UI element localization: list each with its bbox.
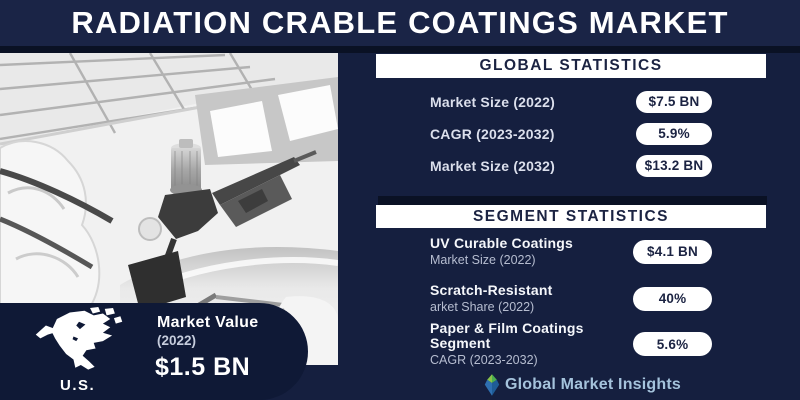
segment-statistics-header: SEGMENT STATISTICS — [376, 205, 766, 228]
segment-stat-row: Scratch-Resistant arket Share (2022) 40% — [376, 283, 766, 314]
stat-label: Market Size (2022) — [430, 93, 555, 110]
segment-title: Scratch-Resistant — [430, 282, 553, 298]
market-value-year: (2022) — [157, 333, 197, 348]
stat-label: CAGR (2023-2032) — [430, 125, 555, 142]
us-market-value-card: U.S. Market Value (2022) $1.5 BN — [0, 303, 308, 400]
market-value-amount: $1.5 BN — [155, 353, 251, 381]
segment-subtitle: arket Share (2022) — [430, 300, 535, 314]
page-title: RADIATION CRABLE COATINGS MARKET — [71, 5, 729, 40]
segment-title: Paper & Film Coatings Segment — [430, 320, 584, 351]
global-statistics-title: GLOBAL STATISTICS — [479, 57, 663, 74]
stat-value-pill: 40% — [633, 286, 712, 311]
segment-text: Scratch-Resistant arket Share (2022) — [430, 282, 615, 315]
market-value-label: Market Value — [157, 314, 259, 331]
global-stat-row: Market Size (2032) $13.2 BN — [376, 154, 766, 177]
stat-value-pill: $4.1 BN — [633, 239, 712, 264]
segment-stat-row: Paper & Film Coatings Segment CAGR (2023… — [376, 320, 766, 368]
segment-text: UV Curable Coatings Market Size (2022) — [430, 235, 615, 268]
title-band: RADIATION CRABLE COATINGS MARKET — [0, 0, 800, 46]
segment-subtitle: Market Size (2022) — [430, 253, 536, 267]
segment-text: Paper & Film Coatings Segment CAGR (2023… — [430, 320, 615, 368]
global-statistics-header: GLOBAL STATISTICS — [376, 54, 766, 78]
segment-statistics-title: SEGMENT STATISTICS — [472, 208, 670, 225]
gmi-diamond-icon — [484, 374, 500, 396]
brand-logo: Global Market Insights — [484, 373, 681, 397]
stat-value-pill: 5.6% — [633, 332, 712, 356]
stat-value-pill: 5.9% — [636, 122, 712, 145]
stat-label: Market Size (2032) — [430, 157, 555, 174]
brand-wordmark: Global Market Insights — [505, 376, 681, 393]
stat-value-pill: $7.5 BN — [636, 90, 712, 113]
global-stat-row: Market Size (2022) $7.5 BN — [376, 90, 766, 113]
segment-title: UV Curable Coatings — [430, 235, 574, 251]
segment-stat-row: UV Curable Coatings Market Size (2022) $… — [376, 236, 766, 267]
title-shadow-strip — [0, 46, 800, 53]
stat-value-pill: $13.2 BN — [636, 154, 712, 177]
north-america-map-icon — [35, 307, 123, 370]
segment-header-shadow-strip — [378, 196, 767, 205]
global-stat-row: CAGR (2023-2032) 5.9% — [376, 122, 766, 145]
segment-subtitle: CAGR (2023-2032) — [430, 353, 538, 367]
region-label: U.S. — [60, 377, 96, 394]
